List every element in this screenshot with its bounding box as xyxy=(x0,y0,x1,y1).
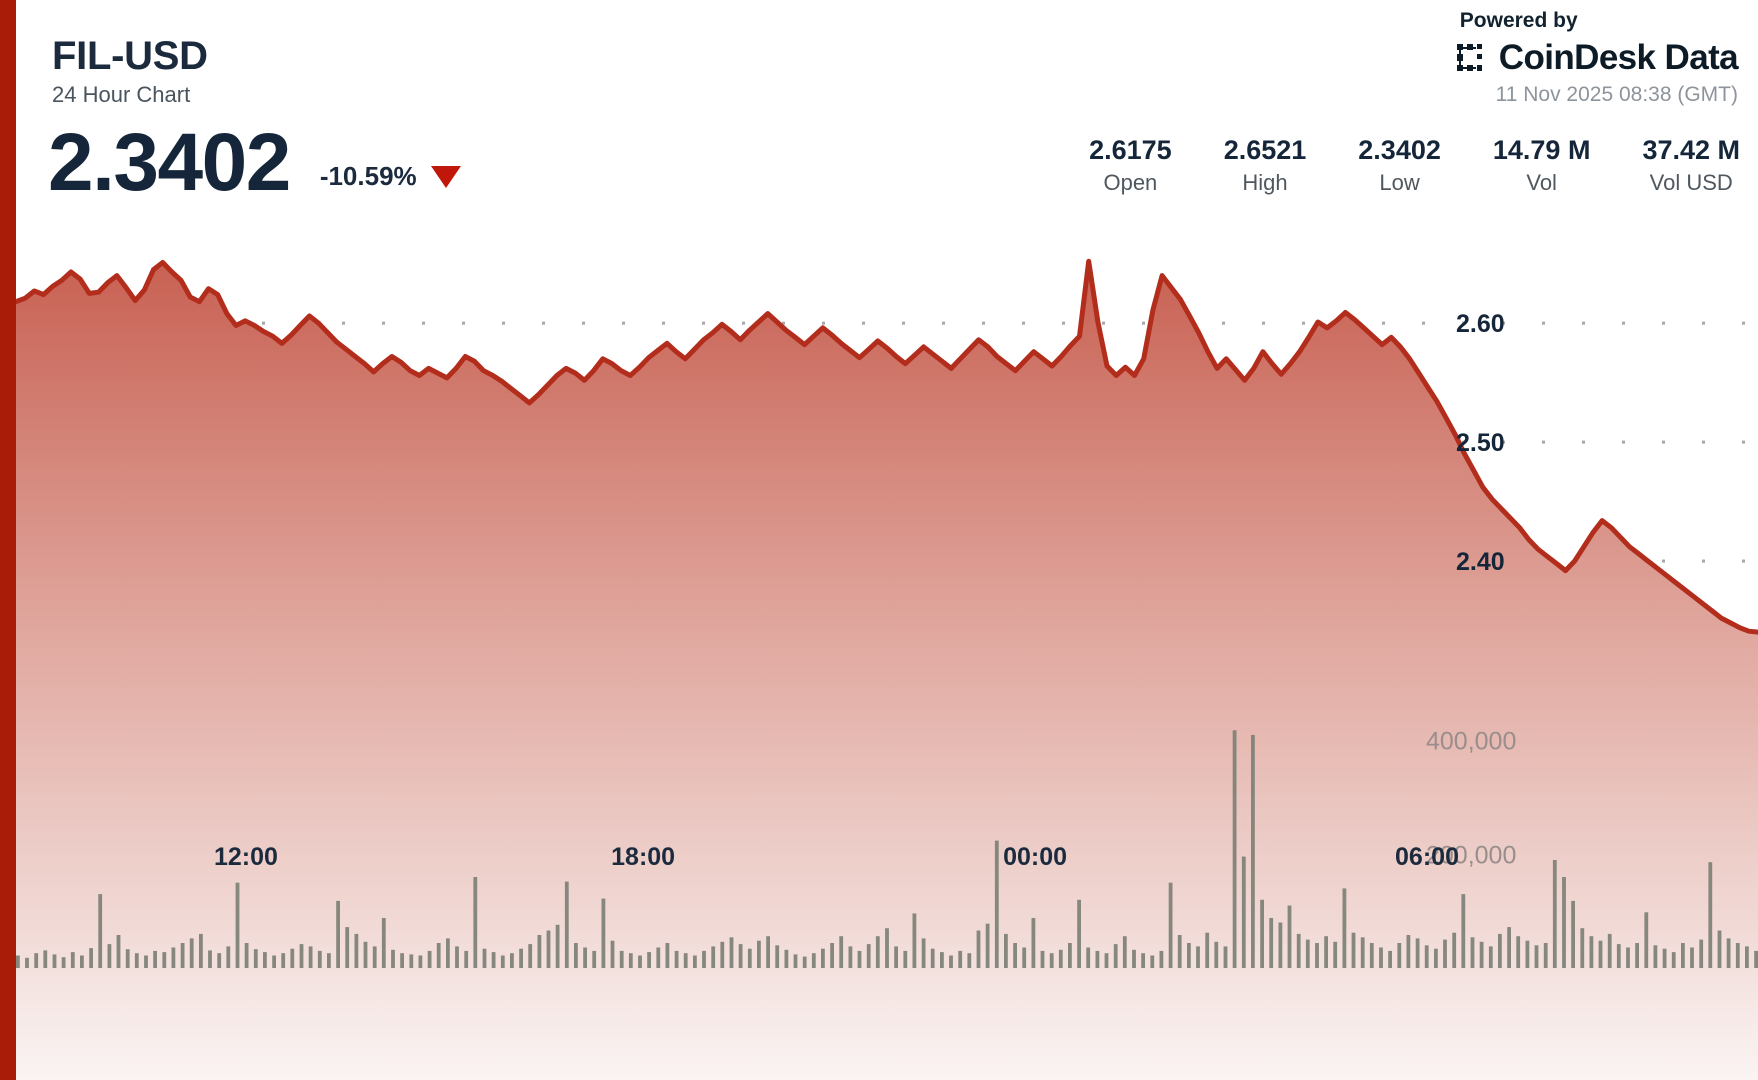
stat-vol-label: Vol xyxy=(1526,170,1557,195)
stat-high: 2.6521 High xyxy=(1224,134,1307,198)
provider-logo-row[interactable]: CoinDesk Data xyxy=(1456,38,1739,77)
svg-text:2.60: 2.60 xyxy=(1456,310,1505,338)
volume-bars xyxy=(16,730,1758,968)
ohlc-stats: 2.6175 Open 2.6521 High 2.3402 Low 14.79… xyxy=(1037,134,1740,198)
svg-text:400,000: 400,000 xyxy=(1426,728,1516,756)
price-change: -10.59% xyxy=(320,161,461,204)
coindesk-logo-icon xyxy=(1456,44,1482,71)
page-title: FIL-USD xyxy=(52,34,208,78)
stat-vol-usd-label: Vol USD xyxy=(1649,170,1733,195)
chart-plot-area[interactable]: 2.60 2.50 2.40 400,000 200,000 12:00 18:00 00:0… xyxy=(16,0,1758,1080)
arrow-down-icon xyxy=(430,165,461,188)
powered-by-label: Powered by xyxy=(1459,9,1578,32)
left-accent-bar xyxy=(0,0,16,1080)
branding-block: Powered by CoinDesk Data 11 Nov 2 xyxy=(1456,8,1739,109)
stat-open-value: 2.6175 xyxy=(1089,135,1172,165)
stat-low-label: Low xyxy=(1379,170,1420,195)
stat-vol-usd: 37.42 M Vol USD xyxy=(1642,134,1740,198)
svg-text:06:00: 06:00 xyxy=(1395,843,1459,871)
chart-svg: 2.60 2.50 2.40 400,000 200,000 12:00 18:00 00:0… xyxy=(16,258,1758,1080)
axis-labels: 2.60 2.50 2.40 400,000 200,000 12:00 18:00 00:0… xyxy=(214,310,1516,871)
provider-name: CoinDesk Data xyxy=(1498,38,1739,77)
stat-vol-value: 14.79 M xyxy=(1492,135,1591,165)
timestamp: 11 Nov 2025 08:38 (GMT) xyxy=(1495,83,1738,106)
svg-text:12:00: 12:00 xyxy=(214,843,278,871)
price-area xyxy=(16,261,1758,1080)
stat-high-label: High xyxy=(1242,170,1288,195)
stat-low: 2.3402 Low xyxy=(1358,134,1441,198)
title-block: FIL-USD 24 Hour Chart xyxy=(52,34,208,110)
stat-vol: 14.79 M Vol xyxy=(1493,134,1591,198)
stat-open-label: Open xyxy=(1103,170,1158,195)
stat-open: 2.6175 Open xyxy=(1089,134,1172,198)
svg-text:200,000: 200,000 xyxy=(1426,841,1516,869)
svg-text:18:00: 18:00 xyxy=(611,843,675,871)
svg-text:00:00: 00:00 xyxy=(1003,843,1067,871)
svg-text:2.40: 2.40 xyxy=(1456,548,1505,576)
widget-header: FIL-USD 24 Hour Chart 2.3402 -10.59% Pow… xyxy=(0,0,1758,232)
chart-subtitle: 24 Hour Chart xyxy=(52,82,191,107)
last-price: 2.3402 xyxy=(48,117,291,208)
price-line xyxy=(16,258,1758,635)
stat-vol-usd-value: 37.42 M xyxy=(1642,135,1740,165)
stat-high-value: 2.6521 xyxy=(1223,135,1307,165)
price-row: 2.3402 -10.59% xyxy=(48,122,461,204)
svg-text:2.50: 2.50 xyxy=(1456,429,1505,457)
stat-low-value: 2.3402 xyxy=(1358,135,1441,165)
change-percent: -10.59% xyxy=(319,161,417,191)
